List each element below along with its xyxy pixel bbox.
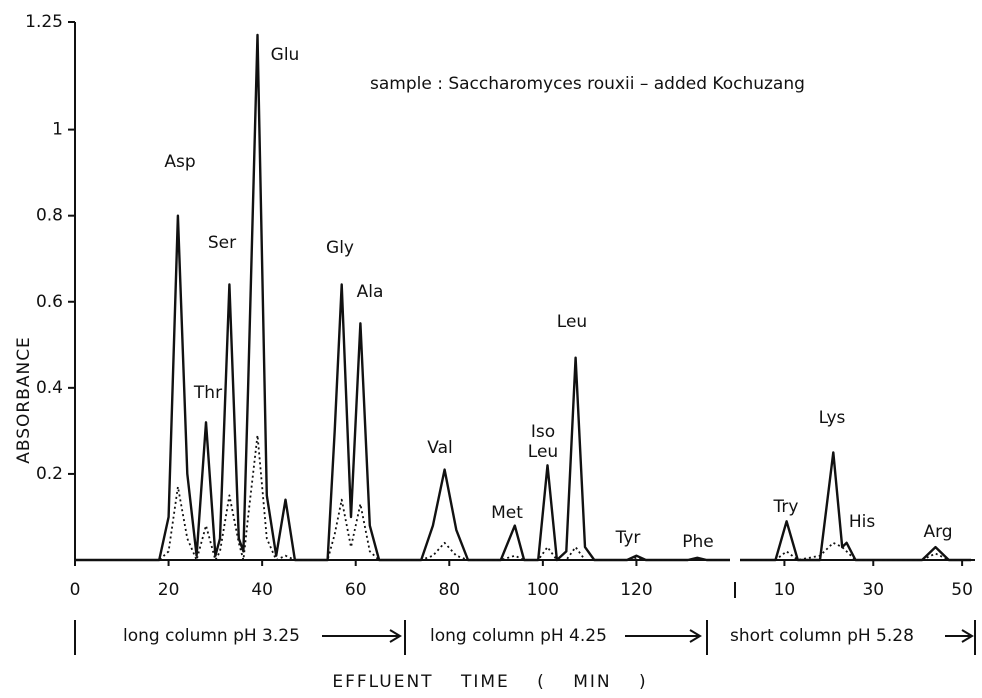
- arrow: [945, 629, 974, 643]
- y-tick-label: 1: [52, 120, 63, 140]
- series-line: [75, 434, 730, 561]
- peak-label: Ser: [208, 233, 236, 253]
- peak-label: Leu: [528, 442, 558, 462]
- x-axis-label: EFFLUENT TIME ( MIN ): [332, 672, 647, 692]
- x-tick-label: 10: [774, 580, 796, 600]
- peak-label: Phe: [682, 532, 714, 552]
- series-line: [740, 451, 971, 562]
- y-tick-label: 0.2: [36, 464, 63, 484]
- peak-label: Arg: [923, 522, 952, 542]
- y-axis-label: ABSORBANCE: [14, 336, 34, 464]
- column-separators: [74, 582, 976, 655]
- x-tick-label: 80: [438, 580, 460, 600]
- peak-label: Tyr: [615, 528, 641, 548]
- peak-label: Val: [427, 438, 452, 458]
- column-label: long column pH 4.25: [430, 626, 607, 646]
- peak-label: Asp: [164, 152, 195, 172]
- x-tick-label: 50: [951, 580, 973, 600]
- chart-annotation: sample : Saccharomyces rouxii – added Ko…: [370, 74, 805, 94]
- peak-label: Gly: [326, 238, 354, 258]
- y-tick-label: 0.4: [36, 378, 63, 398]
- x-tick-label: 120: [620, 580, 652, 600]
- peak-label: His: [849, 512, 876, 532]
- peak-label: Met: [491, 503, 523, 523]
- column-label: short column pH 5.28: [730, 626, 914, 646]
- peak-label: Thr: [193, 383, 222, 403]
- peak-label: Try: [773, 497, 799, 517]
- peak-label: Glu: [271, 45, 300, 65]
- x-tick-label: 0: [70, 580, 81, 600]
- peak-label: Ala: [357, 282, 384, 302]
- peak-label: Lys: [819, 408, 846, 428]
- y-tick-label: 0.6: [36, 292, 63, 312]
- arrow: [625, 629, 702, 643]
- arrow: [322, 629, 402, 643]
- column-label: long column pH 3.25: [123, 626, 300, 646]
- series-line: [75, 33, 730, 562]
- peak-label: Iso: [531, 422, 555, 442]
- x-tick-label: 20: [158, 580, 180, 600]
- y-tick-label: 1.25: [25, 12, 63, 32]
- x-tick-label: 60: [345, 580, 367, 600]
- x-tick-label: 30: [862, 580, 884, 600]
- peak-label: Leu: [557, 312, 587, 332]
- x-tick-label: 100: [527, 580, 559, 600]
- x-tick-label: 40: [251, 580, 273, 600]
- y-tick-label: 0.8: [36, 206, 63, 226]
